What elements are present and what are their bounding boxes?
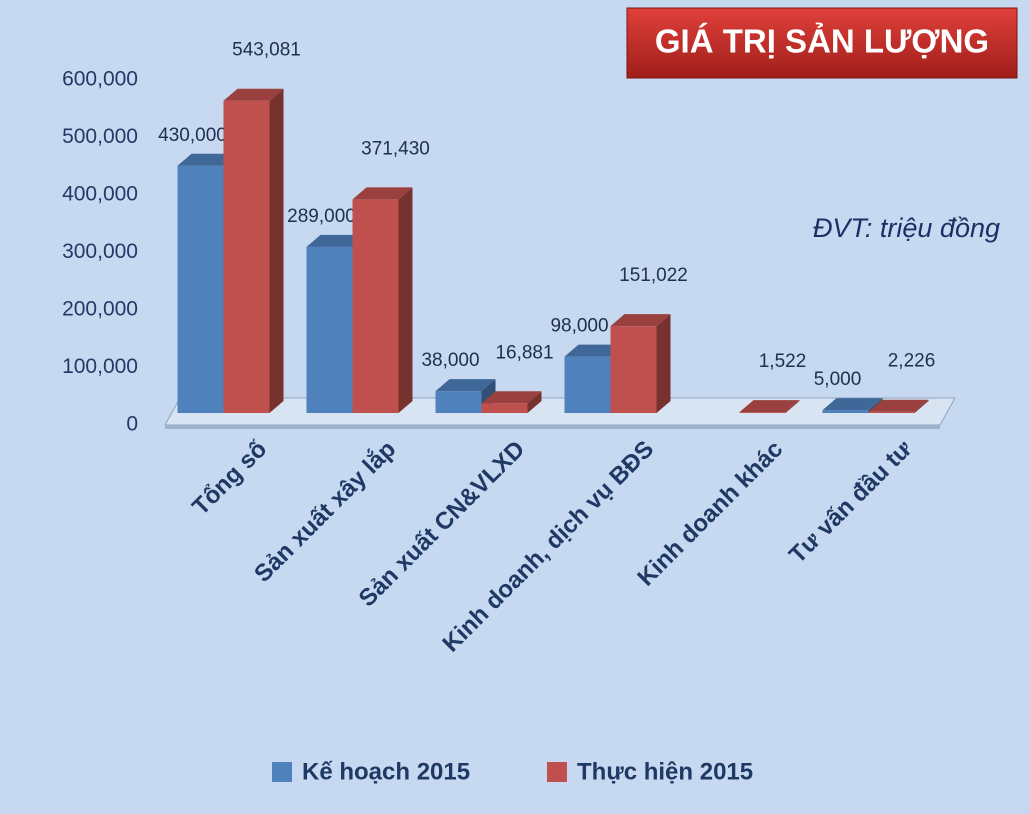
bar-top: [868, 399, 929, 412]
bar-top: [223, 88, 284, 101]
bar-side: [527, 391, 542, 413]
y-tick-label: 100,000: [62, 355, 138, 378]
y-tick-label: 400,000: [62, 183, 138, 206]
bar-top: [610, 314, 671, 327]
data-label: 371,430: [361, 138, 430, 159]
bar: [610, 326, 657, 413]
bar-side: [269, 88, 284, 413]
data-label: 5,000: [814, 369, 862, 390]
y-tick-label: 600,000: [62, 68, 138, 91]
bar-top: [435, 379, 496, 392]
bar: [352, 199, 399, 413]
bar-top: [739, 400, 800, 413]
data-label: 98,000: [550, 316, 608, 337]
data-label: 543,081: [232, 40, 301, 61]
bar-top: [306, 234, 367, 247]
bar-top: [822, 398, 883, 411]
data-label: 430,000: [158, 125, 227, 146]
bar: [223, 100, 270, 413]
bar: [739, 412, 786, 413]
chart-title: GIÁ TRỊ SẢN LƯỢNG: [655, 23, 989, 60]
y-tick-label: 200,000: [62, 298, 138, 321]
bar: [822, 410, 869, 413]
bar: [435, 391, 482, 413]
y-tick-label: 300,000: [62, 240, 138, 263]
data-label: 289,000: [287, 206, 356, 227]
bar: [564, 356, 611, 413]
data-label: 151,022: [619, 265, 688, 286]
legend-label: Thực hiện 2015: [577, 758, 753, 785]
title-box: [626, 7, 1018, 79]
bar-side: [656, 314, 671, 413]
bar-side: [914, 399, 929, 413]
bar-top: [177, 153, 238, 166]
data-label: 1,522: [759, 351, 807, 372]
floor-edge: [165, 425, 940, 429]
y-tick-label: 500,000: [62, 125, 138, 148]
bar-side: [785, 400, 800, 413]
bar-top: [564, 344, 625, 357]
bar-top: [352, 187, 413, 200]
y-tick-label: 0: [126, 413, 138, 436]
data-label: 38,000: [421, 350, 479, 371]
legend-label: Kế hoạch 2015: [302, 758, 470, 785]
bar: [306, 246, 353, 413]
bar-side: [398, 187, 413, 413]
bar: [177, 165, 224, 413]
bar: [868, 411, 915, 413]
legend-swatch: [272, 762, 292, 782]
data-label: 2,226: [888, 351, 936, 372]
annotation: ĐVT: triệu đồng: [813, 213, 1000, 243]
bar: [481, 403, 528, 413]
bar-top: [481, 391, 542, 404]
legend-swatch: [547, 762, 567, 782]
data-label: 16,881: [495, 342, 553, 363]
